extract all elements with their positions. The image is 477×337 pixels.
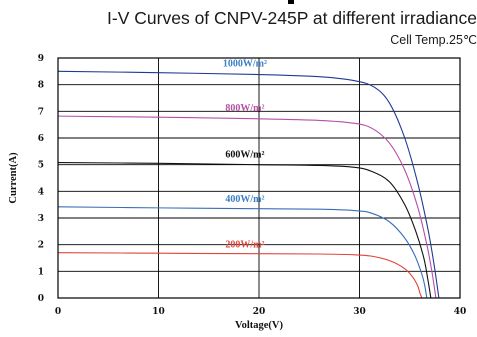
y-tick-label: 4 — [38, 187, 44, 197]
y-axis-label: Current(A) — [8, 152, 19, 204]
y-tick-label: 3 — [38, 214, 44, 224]
curve-layer — [57, 70, 440, 299]
plot-frame — [57, 57, 461, 299]
series-label-layer: 1000W/m² 800W/m² 600W/m² 400W/m² 200W/m² — [223, 58, 267, 250]
series-label-1: 800W/m² — [225, 103, 264, 114]
x-axis-label: Voltage(V) — [235, 320, 284, 331]
x-tick-label: 40 — [454, 307, 467, 317]
series-label-2: 600W/m² — [225, 150, 264, 161]
y-tick-label: 6 — [38, 134, 44, 144]
iv-curve-2 — [57, 161, 432, 299]
x-tick-label: 20 — [253, 307, 266, 317]
y-tick-label: 8 — [38, 81, 44, 91]
iv-curve-1 — [57, 115, 437, 299]
x-tick-label: 10 — [152, 307, 165, 317]
series-label-3: 400W/m² — [225, 194, 264, 205]
chart-subtitle: Cell Temp.25℃ — [390, 33, 477, 47]
y-tick-label: 7 — [38, 107, 44, 117]
y-tick-label: 2 — [38, 241, 44, 251]
y-tick-label: 0 — [38, 294, 44, 304]
tick-label-layer: 0 1 2 3 4 5 6 7 8 9 0 10 20 30 40 — [38, 54, 467, 317]
cropped-top-glyph — [288, 0, 294, 4]
x-tick-label: 0 — [55, 307, 61, 317]
series-label-0: 1000W/m² — [223, 58, 267, 69]
iv-curve-3 — [57, 206, 428, 299]
chart-title: I-V Curves of CNPV-245P at different irr… — [107, 8, 477, 28]
iv-curve-4 — [57, 252, 423, 299]
iv-curve-0 — [57, 70, 440, 299]
x-tick-label: 30 — [353, 307, 366, 317]
series-label-4: 200W/m² — [225, 240, 264, 251]
y-tick-label: 1 — [38, 267, 44, 277]
y-tick-label: 5 — [38, 161, 44, 171]
y-tick-label: 9 — [38, 54, 44, 64]
grid-layer — [58, 58, 460, 298]
